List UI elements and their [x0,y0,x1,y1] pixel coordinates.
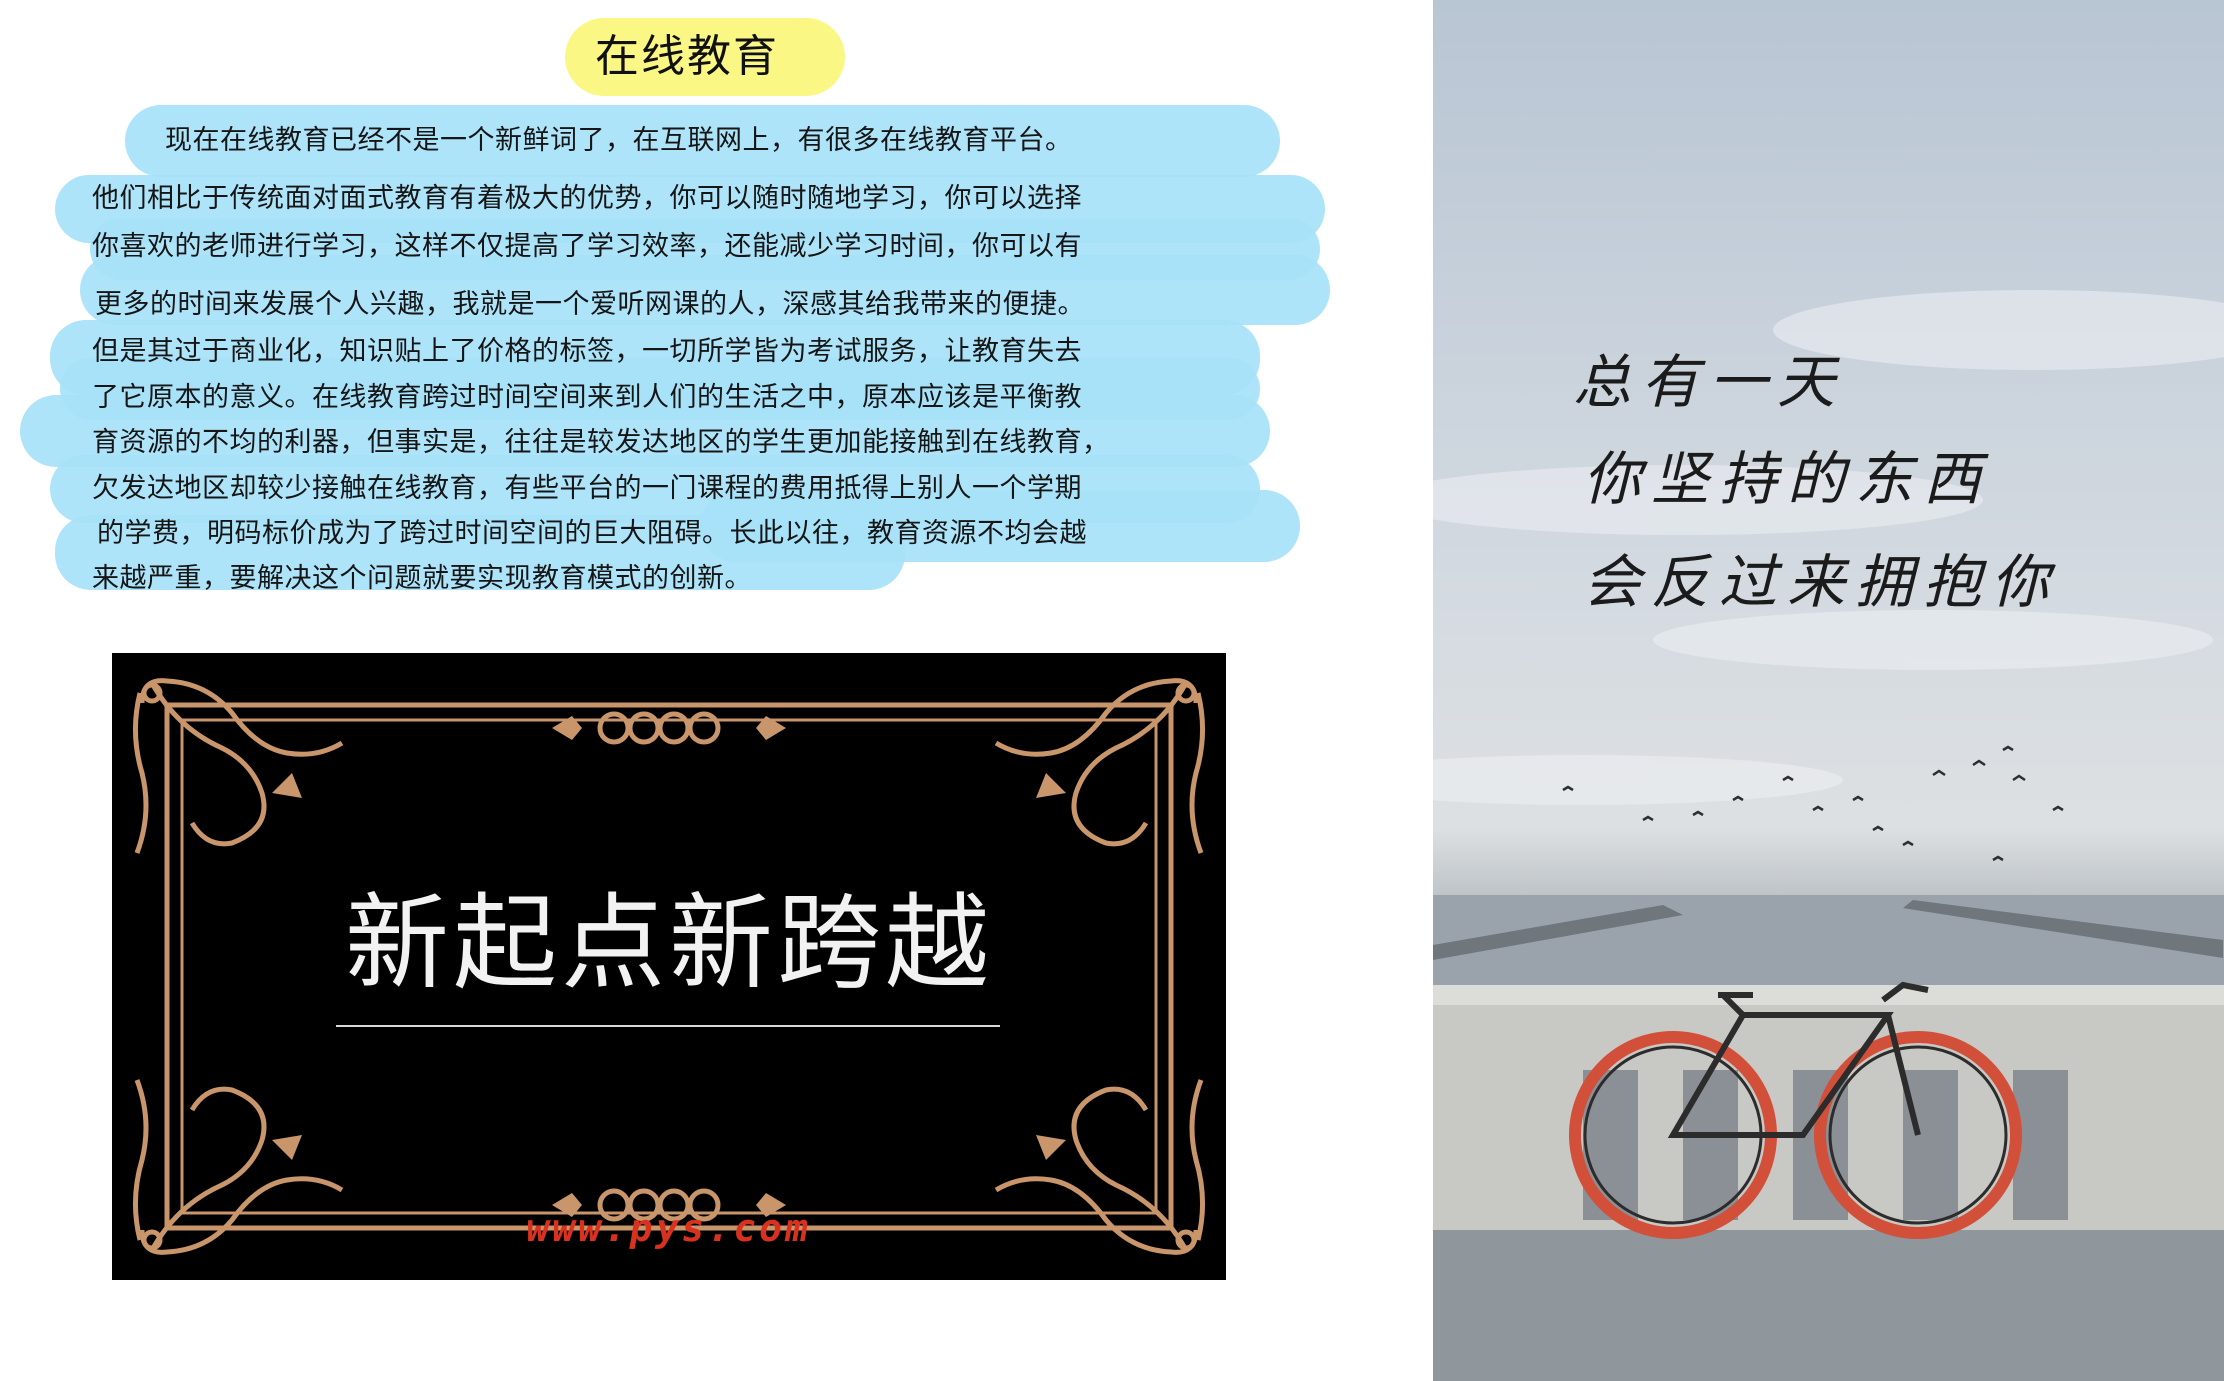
paragraph-line: 更多的时间来发展个人兴趣，我就是一个爱听网课的人，深感其给我带来的便捷。 [95,289,1085,320]
poster-url: www.pys.com [522,1206,816,1250]
paragraph-line: 现在在线教育已经不是一个新鲜词了，在互联网上，有很多在线教育平台。 [165,125,1073,156]
quote-line: 你坚持的东西 [1583,445,1992,513]
paragraph-line: 的学费，明码标价成为了跨过时间空间的巨大阻碍。长此以往，教育资源不均会越 [97,518,1087,549]
ornate-frame [133,678,1205,1255]
bicycle-photo: 总有一天 你坚持的东西 会反过来拥抱你 [1433,0,2224,1381]
page-title: 在线教育 [595,31,779,82]
paragraph-line: 来越严重，要解决这个问题就要实现教育模式的创新。 [92,563,752,594]
paragraph-line: 他们相比于传统面对面式教育有着极大的优势，你可以随时随地学习，你可以选择 [92,183,1082,214]
bicycle-icon [1569,981,2022,1239]
paragraph-line: 了它原本的意义。在线教育跨过时间空间来到人们的生活之中，原本应该是平衡教 [92,382,1082,413]
seaside-scene [1433,290,2224,1381]
article-paragraph: 现在在线教育已经不是一个新鲜词了，在互联网上，有很多在线教育平台。 他们相比于传… [0,0,1400,620]
title-highlight [565,18,845,96]
paragraph-line: 育资源的不均的利器，但事实是，往往是较发达地区的学生更加能接触到在线教育， [92,427,1110,458]
paragraph-line: 但是其过于商业化，知识贴上了价格的标签，一切所学皆为考试服务，让教育失去 [92,336,1082,367]
paragraph-line: 你喜欢的老师进行学习，这样不仅提高了学习效率，还能减少学习时间，你可以有 [92,231,1082,262]
quote-line: 总有一天 [1573,348,1846,416]
poster-card: 新起点新跨越 www.pys.com [112,653,1226,1280]
poster-divider [336,1025,1000,1027]
poster-title: 新起点新跨越 [344,882,993,1004]
quote-line: 会反过来拥抱你 [1583,548,2060,616]
paragraph-line: 欠发达地区却较少接触在线教育，有些平台的一门课程的费用抵得上别人一个学期 [92,473,1082,504]
